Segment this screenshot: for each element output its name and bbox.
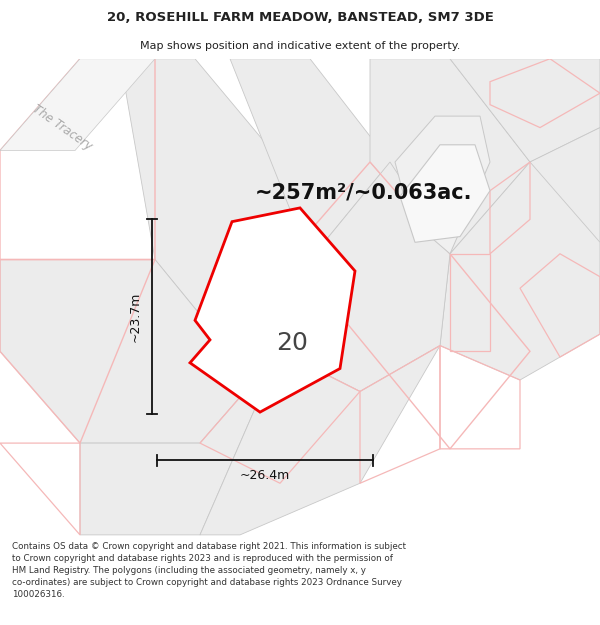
Polygon shape [0, 59, 155, 151]
Polygon shape [200, 346, 440, 535]
Polygon shape [230, 59, 390, 259]
Polygon shape [395, 116, 490, 254]
Polygon shape [190, 208, 355, 412]
Polygon shape [400, 145, 490, 242]
Text: Map shows position and indicative extent of the property.: Map shows position and indicative extent… [140, 41, 460, 51]
Polygon shape [0, 259, 280, 443]
Text: The Tracery: The Tracery [30, 102, 94, 153]
Text: ~23.7m: ~23.7m [129, 292, 142, 342]
Text: 20: 20 [276, 331, 308, 355]
Text: 20, ROSEHILL FARM MEADOW, BANSTEAD, SM7 3DE: 20, ROSEHILL FARM MEADOW, BANSTEAD, SM7 … [107, 11, 493, 24]
Polygon shape [370, 59, 530, 254]
Polygon shape [520, 127, 600, 288]
Polygon shape [80, 351, 280, 535]
Text: Contains OS data © Crown copyright and database right 2021. This information is : Contains OS data © Crown copyright and d… [12, 542, 406, 599]
Polygon shape [450, 59, 600, 162]
Polygon shape [440, 162, 600, 380]
Polygon shape [280, 162, 450, 391]
Text: ~26.4m: ~26.4m [240, 469, 290, 482]
Text: ~257m²/~0.063ac.: ~257m²/~0.063ac. [255, 182, 473, 203]
Polygon shape [120, 59, 310, 351]
